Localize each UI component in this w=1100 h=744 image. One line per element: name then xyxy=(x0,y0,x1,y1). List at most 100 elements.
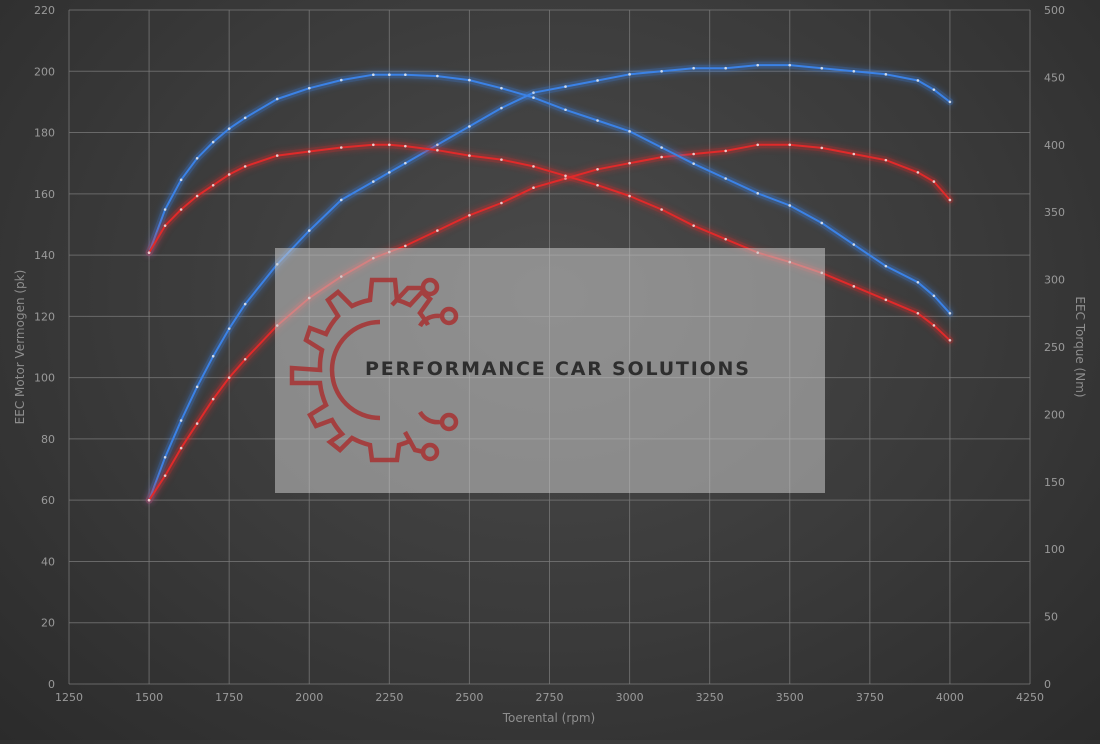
data-point xyxy=(195,194,199,198)
data-point xyxy=(660,208,663,211)
y-axis-left-title: EEC Motor Vermogen (pk) xyxy=(13,270,27,425)
data-point xyxy=(227,327,231,330)
data-point xyxy=(916,171,920,174)
data-point xyxy=(404,161,407,165)
data-point xyxy=(227,376,231,379)
data-point xyxy=(339,78,343,82)
data-point xyxy=(227,127,231,130)
data-point xyxy=(820,146,824,150)
y-right-tick-label: 0 xyxy=(1044,678,1051,691)
data-point xyxy=(948,338,952,342)
data-point xyxy=(468,154,471,157)
x-tick-label: 3000 xyxy=(616,691,644,704)
data-point xyxy=(372,143,375,147)
watermark-text: PERFORMANCE CAR SOLUTIONS xyxy=(365,358,751,380)
data-point xyxy=(628,130,631,133)
x-tick-label: 1500 xyxy=(135,691,163,704)
data-point xyxy=(948,198,952,202)
y-left-tick-label: 180 xyxy=(34,127,55,140)
data-point xyxy=(404,244,407,248)
data-point xyxy=(660,69,663,73)
data-point xyxy=(628,194,631,198)
data-point xyxy=(388,171,391,174)
x-tick-label: 2500 xyxy=(455,691,483,704)
x-tick-label: 3250 xyxy=(696,691,724,704)
data-point xyxy=(372,73,375,77)
data-point xyxy=(500,106,503,110)
y-left-tick-label: 200 xyxy=(34,65,55,78)
data-point xyxy=(660,155,663,159)
data-point xyxy=(500,158,503,161)
data-point xyxy=(852,69,856,73)
data-point xyxy=(756,63,760,67)
data-point xyxy=(596,183,599,187)
data-point xyxy=(724,149,727,153)
data-point xyxy=(179,446,183,450)
data-point xyxy=(884,158,888,162)
data-point xyxy=(275,154,279,157)
data-point xyxy=(468,213,471,217)
x-tick-label: 4250 xyxy=(1016,691,1044,704)
y-axis-right-title: EEC Torque (Nm) xyxy=(1073,296,1087,397)
watermark-panel xyxy=(275,248,825,493)
data-point xyxy=(404,144,407,148)
y-left-tick-label: 220 xyxy=(34,4,55,17)
data-point xyxy=(195,422,199,425)
data-point xyxy=(372,180,375,183)
data-point xyxy=(179,178,183,182)
y-right-tick-label: 300 xyxy=(1044,274,1065,287)
y-left-tick-label: 80 xyxy=(41,433,55,446)
data-point xyxy=(564,85,567,88)
y-right-tick-label: 450 xyxy=(1044,71,1065,84)
data-point xyxy=(820,66,824,70)
data-point xyxy=(788,204,792,207)
y-right-tick-label: 350 xyxy=(1044,206,1065,219)
data-point xyxy=(692,162,695,165)
data-point xyxy=(852,243,856,246)
data-point xyxy=(339,146,343,149)
data-point xyxy=(179,419,183,422)
data-point xyxy=(211,397,215,401)
data-point xyxy=(596,79,599,82)
data-point xyxy=(724,66,727,70)
x-tick-label: 3500 xyxy=(776,691,804,704)
data-point xyxy=(932,324,936,327)
data-point xyxy=(884,264,888,268)
data-point xyxy=(564,108,567,112)
data-point xyxy=(436,143,439,147)
gear-circuit-icon xyxy=(289,277,459,463)
data-point xyxy=(227,173,231,176)
data-point xyxy=(532,96,535,99)
tick-labels: 1250 1500 1750 2000 2250 2500 2750 3000 3250 3500… xyxy=(34,4,1065,704)
y-left-tick-label: 100 xyxy=(34,372,55,385)
y-left-tick-label: 0 xyxy=(48,678,55,691)
y-right-tick-label: 200 xyxy=(1044,408,1065,421)
y-right-tick-label: 500 xyxy=(1044,4,1065,17)
data-point xyxy=(692,152,695,156)
x-tick-label: 3750 xyxy=(856,691,884,704)
data-point xyxy=(307,150,311,153)
data-point xyxy=(500,86,503,90)
y-left-tick-label: 140 xyxy=(34,249,55,262)
data-point xyxy=(820,221,824,225)
data-point xyxy=(179,208,183,211)
y-left-tick-label: 120 xyxy=(34,310,55,323)
data-point xyxy=(243,302,247,306)
x-tick-label: 2000 xyxy=(295,691,323,704)
data-point xyxy=(596,119,599,122)
data-point xyxy=(884,73,888,76)
data-point xyxy=(163,224,167,227)
data-point xyxy=(756,143,760,147)
axis-titles: Toerental (rpm) EEC Motor Vermogen (pk) … xyxy=(13,270,1087,725)
x-tick-label: 2250 xyxy=(375,691,403,704)
data-point xyxy=(884,298,888,302)
data-point xyxy=(916,312,920,315)
data-point xyxy=(500,201,503,205)
y-left-tick-label: 160 xyxy=(34,188,55,201)
data-point xyxy=(692,66,695,70)
data-point xyxy=(532,186,535,189)
data-point xyxy=(596,168,599,171)
data-point xyxy=(692,224,695,227)
